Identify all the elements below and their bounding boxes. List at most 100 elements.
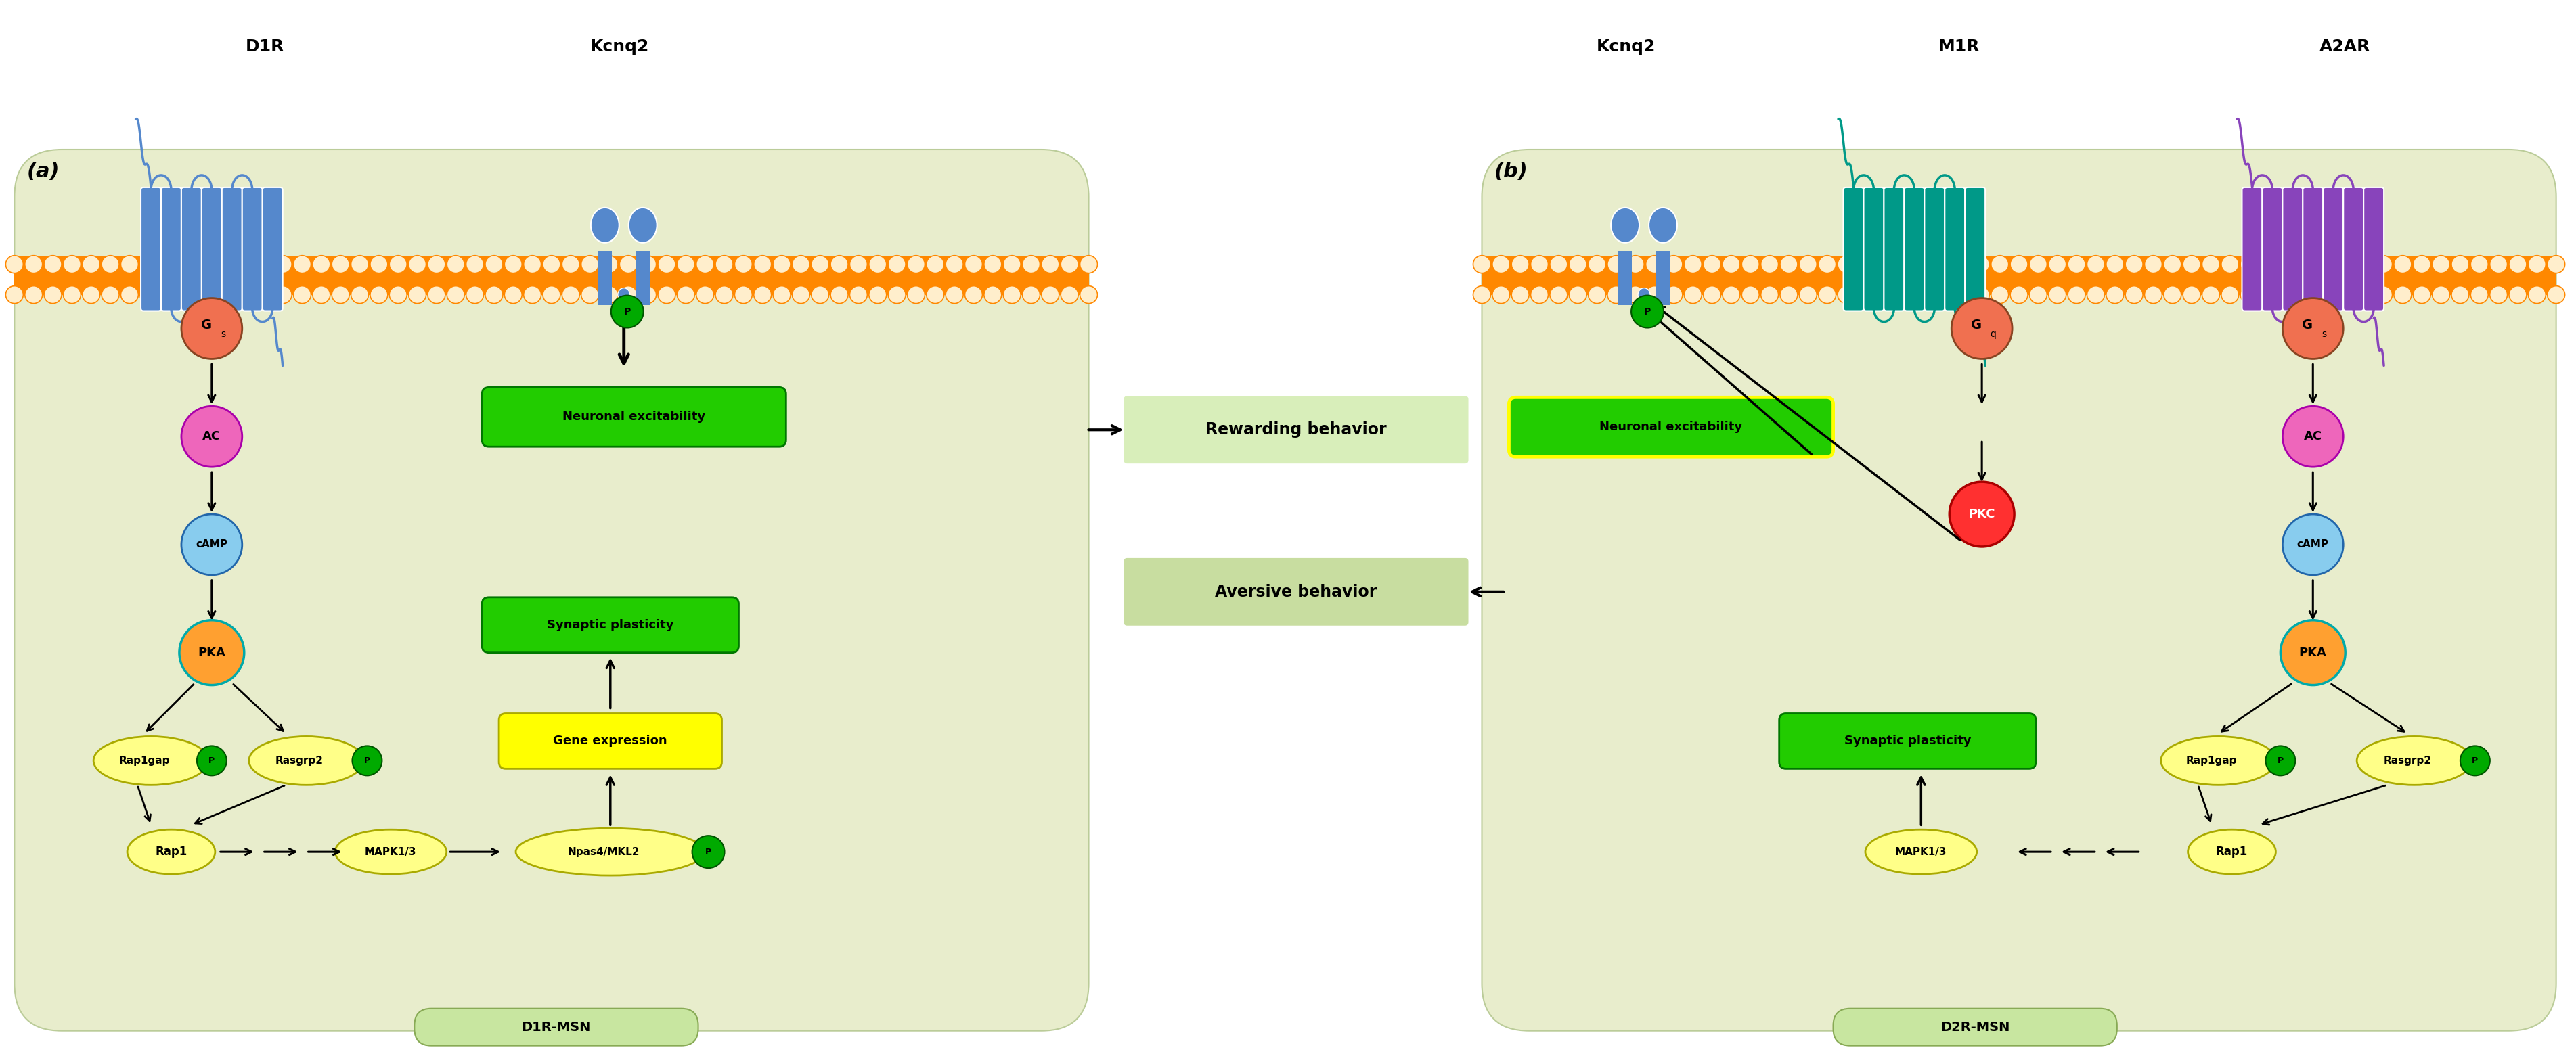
Circle shape (829, 256, 848, 274)
Circle shape (2030, 256, 2048, 274)
FancyBboxPatch shape (1123, 396, 1468, 464)
Text: D1R: D1R (245, 39, 283, 55)
Text: Rap1: Rap1 (155, 846, 188, 858)
Circle shape (1741, 256, 1759, 274)
Text: M1R: M1R (1937, 39, 1978, 55)
FancyBboxPatch shape (1123, 558, 1468, 626)
Circle shape (927, 256, 943, 274)
Circle shape (410, 256, 425, 274)
Circle shape (505, 286, 523, 303)
Ellipse shape (629, 207, 657, 243)
Circle shape (180, 514, 242, 575)
Circle shape (178, 256, 196, 274)
Text: Synaptic plasticity: Synaptic plasticity (546, 619, 675, 631)
Circle shape (1780, 256, 1798, 274)
Circle shape (44, 256, 62, 274)
Circle shape (2009, 286, 2027, 303)
Circle shape (2087, 256, 2105, 274)
Circle shape (716, 286, 734, 303)
Circle shape (2318, 286, 2334, 303)
Circle shape (1079, 286, 1097, 303)
Circle shape (180, 406, 242, 467)
Circle shape (2298, 256, 2316, 274)
Circle shape (1569, 286, 1587, 303)
Circle shape (2267, 746, 2295, 775)
Circle shape (350, 256, 368, 274)
Circle shape (1685, 286, 1703, 303)
Circle shape (1780, 286, 1798, 303)
FancyBboxPatch shape (500, 713, 721, 769)
Circle shape (484, 256, 502, 274)
Circle shape (1646, 286, 1664, 303)
Circle shape (139, 286, 157, 303)
Circle shape (544, 286, 562, 303)
Circle shape (82, 286, 100, 303)
Circle shape (657, 286, 675, 303)
Bar (1656, 250, 1669, 305)
Circle shape (755, 286, 770, 303)
Circle shape (1896, 286, 1914, 303)
Text: P: P (209, 756, 214, 765)
Circle shape (466, 256, 484, 274)
Text: AC: AC (2303, 430, 2321, 443)
Text: A2AR: A2AR (2318, 39, 2370, 55)
Circle shape (1569, 256, 1587, 274)
Circle shape (889, 256, 907, 274)
FancyBboxPatch shape (15, 149, 1090, 1031)
Circle shape (1002, 256, 1020, 274)
Circle shape (2164, 286, 2182, 303)
Circle shape (216, 286, 234, 303)
Circle shape (100, 256, 118, 274)
Circle shape (1551, 286, 1566, 303)
Ellipse shape (2187, 830, 2275, 874)
Ellipse shape (1638, 288, 1651, 302)
Circle shape (332, 286, 350, 303)
Circle shape (2280, 621, 2344, 685)
Circle shape (1953, 298, 2012, 359)
FancyBboxPatch shape (1924, 187, 1945, 311)
FancyBboxPatch shape (2262, 187, 2282, 311)
Ellipse shape (618, 288, 631, 302)
Circle shape (2125, 256, 2143, 274)
Circle shape (350, 286, 368, 303)
Circle shape (294, 286, 312, 303)
Circle shape (2375, 256, 2393, 274)
Circle shape (294, 256, 312, 274)
Text: Synaptic plasticity: Synaptic plasticity (1844, 735, 1971, 747)
Circle shape (180, 621, 245, 685)
Circle shape (1953, 286, 1971, 303)
Circle shape (1664, 256, 1682, 274)
Circle shape (371, 286, 389, 303)
Circle shape (793, 286, 809, 303)
Circle shape (237, 286, 252, 303)
Circle shape (2460, 746, 2491, 775)
Circle shape (428, 286, 446, 303)
Circle shape (2393, 286, 2411, 303)
Circle shape (984, 256, 1002, 274)
Circle shape (1723, 256, 1739, 274)
FancyBboxPatch shape (1844, 187, 1862, 311)
Circle shape (1723, 286, 1739, 303)
Bar (636, 250, 649, 305)
Circle shape (1551, 256, 1566, 274)
Circle shape (2375, 286, 2393, 303)
Circle shape (734, 256, 752, 274)
Circle shape (850, 256, 868, 274)
Circle shape (2107, 286, 2123, 303)
Circle shape (618, 286, 636, 303)
Text: Npas4/MKL2: Npas4/MKL2 (567, 847, 639, 857)
FancyBboxPatch shape (482, 598, 739, 652)
Text: q: q (1991, 329, 1996, 339)
FancyBboxPatch shape (263, 187, 283, 311)
FancyBboxPatch shape (2241, 187, 2262, 311)
Text: PKA: PKA (198, 647, 227, 659)
Text: P: P (363, 756, 371, 765)
Circle shape (907, 286, 925, 303)
Circle shape (2030, 286, 2048, 303)
FancyBboxPatch shape (2324, 187, 2344, 311)
Circle shape (600, 256, 618, 274)
Circle shape (696, 286, 714, 303)
FancyBboxPatch shape (242, 187, 263, 311)
Circle shape (2087, 286, 2105, 303)
Circle shape (2125, 286, 2143, 303)
